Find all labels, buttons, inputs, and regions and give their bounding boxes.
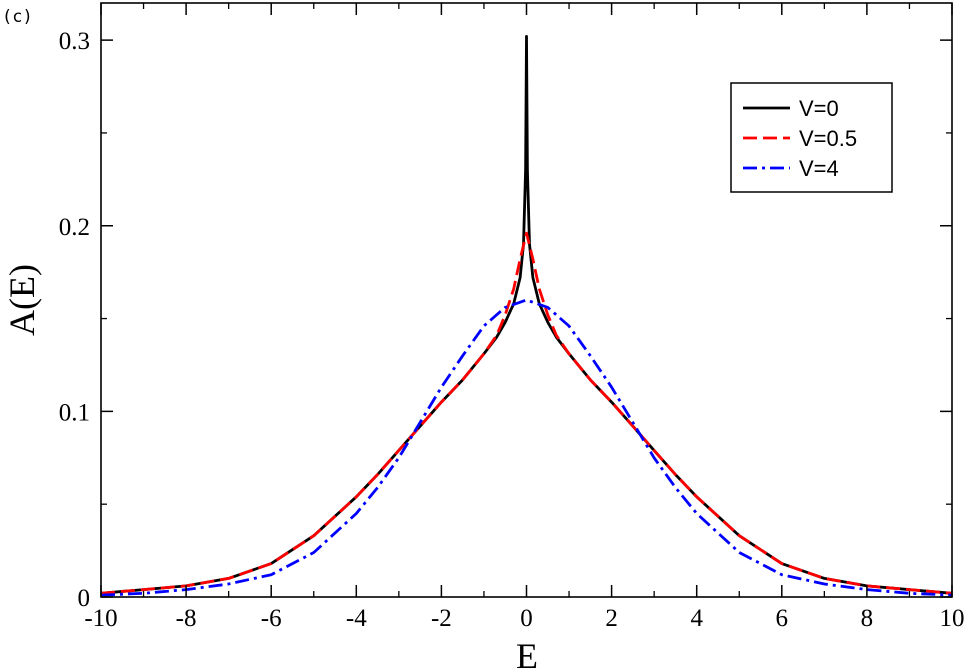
x-tick-label: 0 — [520, 605, 533, 632]
x-tick-label: 8 — [861, 605, 874, 632]
legend-label-2: V=4 — [799, 156, 839, 181]
x-axis-title: E — [516, 636, 538, 672]
ticks-layer — [100, 3, 953, 598]
series-line-2 — [100, 298, 953, 597]
x-tick-label: -10 — [84, 605, 117, 632]
x-tick-label: -6 — [261, 605, 282, 632]
x-tick-label: -8 — [176, 605, 197, 632]
x-tick-label: -4 — [346, 605, 367, 632]
y-tick-label: 0.3 — [59, 28, 90, 55]
panel-label: (c) — [2, 7, 33, 27]
legend-box — [730, 82, 893, 193]
x-tick-label: 10 — [940, 605, 965, 632]
y-tick-label: 0.1 — [59, 399, 90, 426]
y-tick-label: 0.2 — [59, 214, 90, 241]
legend: V=0 V=0.5 V=4 — [730, 82, 893, 193]
x-tick-label: 4 — [690, 605, 703, 632]
y-tick-label: 0 — [78, 585, 91, 612]
tick-labels-layer: -10 -8 -6 -4 -2 0 2 4 6 8 10 0 0.1 0.2 0.3 — [59, 28, 965, 632]
legend-label-1: V=0.5 — [799, 126, 857, 151]
series-layer — [100, 35, 953, 597]
x-tick-label: 2 — [605, 605, 618, 632]
y-axis-title: A(E) — [2, 264, 42, 336]
x-tick-label: 6 — [776, 605, 789, 632]
x-tick-label: -2 — [431, 605, 452, 632]
legend-items: V=0 V=0.5 V=4 — [743, 96, 857, 181]
series-line-1 — [100, 231, 953, 595]
legend-label-0: V=0 — [799, 96, 839, 121]
